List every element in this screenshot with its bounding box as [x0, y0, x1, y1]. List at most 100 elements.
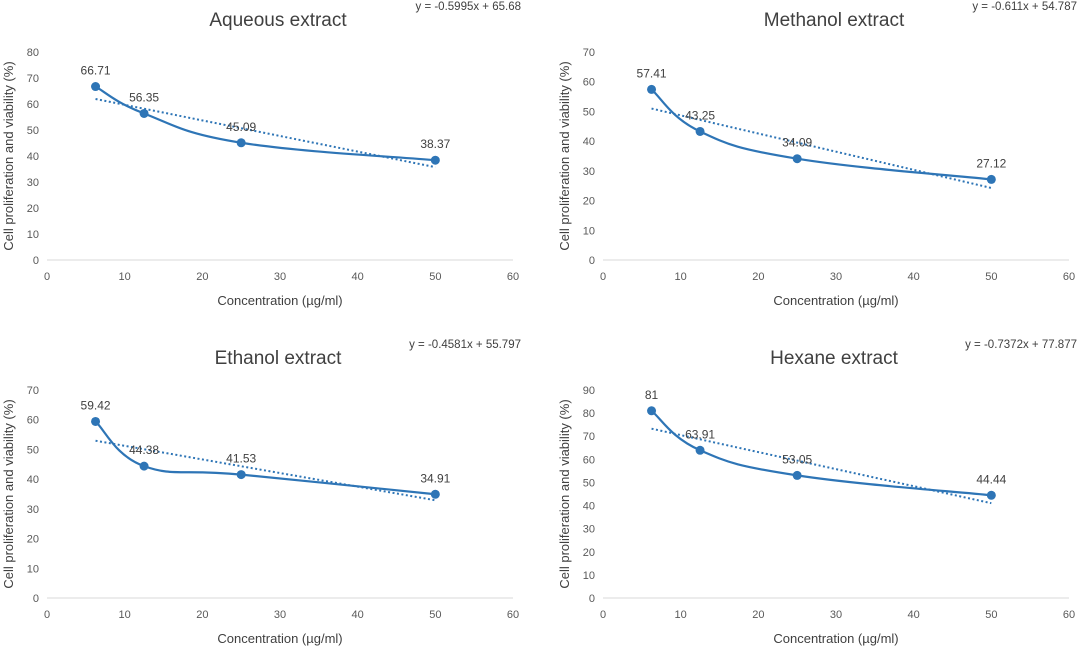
- y-tick-label: 30: [27, 177, 39, 189]
- x-tick-label: 20: [752, 609, 764, 621]
- y-axis-label: Cell proliferation and viability (%): [557, 61, 572, 250]
- trendline-equation: y = -0.5995x + 65.68: [416, 1, 522, 13]
- y-tick-label: 80: [27, 47, 39, 59]
- y-tick-label: 60: [583, 77, 595, 89]
- data-point: [986, 174, 996, 184]
- x-axis-label: Concentration (µg/ml): [773, 293, 898, 308]
- data-label: 56.35: [129, 90, 159, 104]
- y-tick-label: 70: [583, 431, 595, 443]
- data-label: 44.44: [976, 472, 1006, 486]
- y-tick-label: 30: [27, 504, 39, 516]
- y-tick-label: 20: [583, 547, 595, 559]
- x-tick-label: 50: [985, 609, 997, 621]
- y-tick-label: 50: [583, 106, 595, 118]
- y-tick-label: 40: [583, 501, 595, 513]
- data-label: 41.53: [226, 452, 256, 466]
- y-tick-label: 60: [583, 454, 595, 466]
- y-axis-label: Cell proliferation and viability (%): [557, 399, 572, 588]
- data-label: 27.12: [976, 156, 1006, 170]
- x-tick-label: 30: [274, 271, 286, 283]
- x-tick-label: 20: [196, 271, 208, 283]
- y-tick-label: 70: [27, 385, 39, 397]
- data-label: 59.42: [81, 398, 111, 412]
- y-tick-label: 40: [583, 136, 595, 148]
- y-tick-label: 10: [27, 563, 39, 575]
- trendline-equation: y = -0.4581x + 55.797: [409, 339, 521, 351]
- y-tick-label: 80: [583, 408, 595, 420]
- data-label: 66.71: [81, 64, 111, 78]
- x-tick-label: 40: [352, 609, 364, 621]
- y-tick-label: 20: [27, 203, 39, 215]
- chart-title: Hexane extract: [770, 348, 899, 369]
- x-tick-label: 10: [675, 609, 687, 621]
- y-axis-label: Cell proliferation and viability (%): [1, 399, 16, 588]
- trendline-equation: y = -0.611x + 54.787: [972, 1, 1077, 13]
- x-tick-label: 40: [908, 271, 920, 283]
- x-tick-label: 30: [274, 609, 286, 621]
- series-line: [650, 409, 992, 497]
- data-point: [430, 155, 440, 165]
- data-point: [139, 461, 149, 471]
- data-point: [91, 416, 101, 426]
- chart-panel-ethanol: Ethanol extract y = -0.4581x + 55.797 0 10 2…: [0, 338, 523, 655]
- data-label: 34.91: [420, 471, 450, 485]
- y-tick-label: 0: [33, 593, 39, 605]
- x-axis-label: Concentration (µg/ml): [217, 293, 342, 308]
- chart-panel-methanol: Methanol extract y = -0.611x + 54.787 0 10 2…: [556, 0, 1079, 317]
- x-tick-label: 30: [830, 609, 842, 621]
- trendline-equation: y = -0.7372x + 77.877: [965, 339, 1077, 351]
- data-point: [695, 445, 705, 455]
- x-tick-label: 50: [429, 609, 441, 621]
- y-tick-label: 70: [27, 73, 39, 85]
- y-tick-label: 0: [589, 593, 595, 605]
- x-tick-label: 50: [429, 271, 441, 283]
- linear-trendline: [95, 439, 436, 502]
- y-tick-label: 20: [583, 196, 595, 208]
- series-line: [94, 85, 436, 162]
- y-tick-label: 60: [27, 99, 39, 111]
- data-point: [236, 138, 246, 148]
- x-tick-label: 30: [830, 271, 842, 283]
- x-axis-label: Concentration (µg/ml): [773, 631, 898, 646]
- data-point: [647, 84, 657, 94]
- data-point: [430, 489, 440, 499]
- data-label: 63.91: [685, 427, 715, 441]
- data-point: [792, 470, 802, 480]
- chart-svg: Hexane extract y = -0.7372x + 77.877 0 10 20…: [557, 339, 1077, 646]
- data-point: [792, 154, 802, 164]
- data-point: [986, 490, 996, 500]
- y-tick-label: 20: [27, 534, 39, 546]
- y-tick-label: 70: [583, 47, 595, 59]
- x-tick-label: 0: [600, 609, 606, 621]
- x-tick-label: 60: [507, 609, 519, 621]
- data-label: 43.25: [685, 108, 715, 122]
- x-tick-label: 60: [1063, 609, 1075, 621]
- data-label: 38.37: [420, 137, 450, 151]
- chart-title: Aqueous extract: [209, 10, 347, 31]
- x-tick-label: 60: [507, 271, 519, 283]
- y-axis-label: Cell proliferation and viability (%): [1, 61, 16, 250]
- x-tick-label: 20: [196, 609, 208, 621]
- x-tick-label: 0: [600, 271, 606, 283]
- chart-svg: Aqueous extract y = -0.5995x + 65.68 0 10 20…: [1, 1, 522, 308]
- x-tick-label: 50: [985, 271, 997, 283]
- data-label: 57.41: [637, 66, 667, 80]
- y-tick-label: 10: [583, 570, 595, 582]
- data-label: 44.38: [129, 443, 159, 457]
- chart-title: Ethanol extract: [215, 348, 342, 369]
- y-tick-label: 50: [27, 444, 39, 456]
- chart-svg: Methanol extract y = -0.611x + 54.787 0 10 2…: [557, 1, 1077, 308]
- data-point: [91, 82, 101, 92]
- data-point: [139, 108, 149, 118]
- x-tick-label: 40: [908, 609, 920, 621]
- series-line: [650, 88, 992, 181]
- chart-title: Methanol extract: [764, 10, 905, 31]
- y-tick-label: 50: [583, 477, 595, 489]
- y-tick-label: 10: [583, 225, 595, 237]
- x-tick-label: 20: [752, 271, 764, 283]
- y-tick-label: 90: [583, 385, 595, 397]
- y-tick-label: 10: [27, 229, 39, 241]
- x-tick-label: 10: [119, 271, 131, 283]
- y-tick-label: 0: [33, 255, 39, 267]
- chart-svg: Ethanol extract y = -0.4581x + 55.797 0 10 2…: [1, 339, 521, 646]
